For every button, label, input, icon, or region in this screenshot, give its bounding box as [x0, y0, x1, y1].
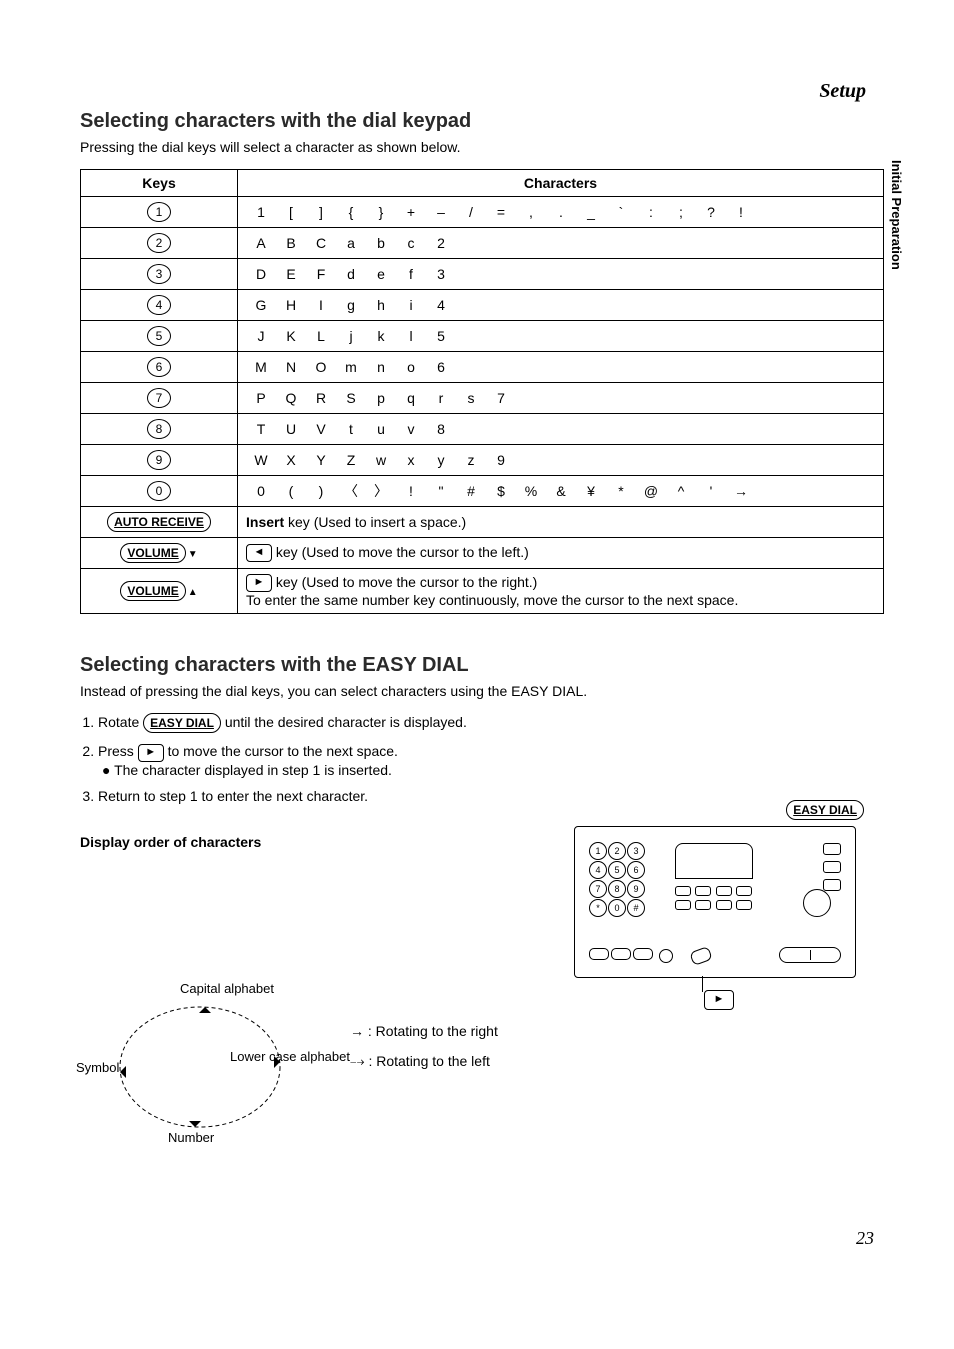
dial-key-icon: 2 — [147, 233, 171, 253]
insert-bold: Insert — [246, 514, 284, 530]
table-row: 7 PQRSpqrs7 — [81, 383, 884, 414]
dial-key-icon: 4 — [147, 295, 171, 315]
button-row-2-icon — [675, 897, 752, 915]
volume-up-key: VOLUME — [120, 581, 185, 601]
vol-up-desc2: To enter the same number key continuousl… — [246, 592, 738, 608]
dial-key-icon: 6 — [147, 357, 171, 377]
char-cell: 0()〈〉!"#$%&¥*@^'→ — [238, 476, 884, 507]
th-keys: Keys — [81, 170, 238, 197]
table-row: 3 DEFdef3 — [81, 259, 884, 290]
keypad-icon: 123 456 789 *0# — [589, 841, 646, 917]
triangle-up-icon — [186, 582, 198, 598]
dial-key-icon: 0 — [147, 481, 171, 501]
row-auto-receive: AUTO RECEIVE Insert key (Used to insert … — [81, 507, 884, 538]
display-order-diagram: Capital alphabet Lower case alphabet Sym… — [80, 982, 500, 1162]
char-cell: JKLjkl5 — [238, 321, 884, 352]
fax-illustration: 123 456 789 *0# — [574, 826, 856, 978]
dial-key-icon: 7 — [147, 388, 171, 408]
table-row: 0 0()〈〉!"#$%&¥*@^'→ — [81, 476, 884, 507]
page-number: 23 — [856, 1228, 874, 1249]
dial-key-icon: 8 — [147, 419, 171, 439]
dial-key-icon: 3 — [147, 264, 171, 284]
easy-dial-knob-icon — [803, 889, 831, 917]
char-cell: DEFdef3 — [238, 259, 884, 290]
label-lower: Lower case alphabet — [230, 1050, 350, 1064]
left-arrow-icon: ◄ — [246, 544, 272, 562]
table-row: 5 JKLjkl5 — [81, 321, 884, 352]
step-3: Return to step 1 to enter the next chara… — [98, 788, 528, 804]
section1-title: Selecting characters with the dial keypa… — [80, 110, 884, 133]
label-capital: Capital alphabet — [180, 982, 274, 996]
long-button-icon — [779, 947, 841, 963]
right-arrow-icon: ► — [246, 574, 272, 592]
table-row: 1 1[]{}+–/=,._`:;?! — [81, 197, 884, 228]
easy-dial-diagram: EASY DIAL 123 456 789 *0# — [574, 800, 864, 1010]
row-volume-up: VOLUME ► key (Used to move the cursor to… — [81, 569, 884, 614]
dial-key-icon: 5 — [147, 326, 171, 346]
bottom-buttons-icon — [589, 947, 673, 965]
step-1: Rotate EASY DIAL until the desired chara… — [98, 713, 528, 733]
dial-key-icon: 1 — [147, 202, 171, 222]
section2-intro: Instead of pressing the dial keys, you c… — [80, 683, 884, 699]
vol-up-desc1: key (Used to move the cursor to the righ… — [272, 574, 537, 590]
row-volume-down: VOLUME ◄ key (Used to move the cursor to… — [81, 538, 884, 569]
char-table: Keys Characters 1 1[]{}+–/=,._`:;?! 2 ABCab… — [80, 169, 884, 614]
step-2: Press ► to move the cursor to the next s… — [98, 743, 528, 777]
play-right-icon: ► — [138, 744, 164, 762]
volume-down-key: VOLUME — [120, 543, 185, 563]
char-cell: WXYZwxyz9 — [238, 445, 884, 476]
leader-line-play — [702, 976, 703, 992]
char-cell: PQRSpqrs7 — [238, 383, 884, 414]
display-screen-icon — [675, 843, 753, 879]
section2-title: Selecting characters with the EASY DIAL — [80, 654, 884, 677]
label-number: Number — [168, 1130, 214, 1145]
dial-key-icon: 9 — [147, 450, 171, 470]
right-buttons-icon — [823, 843, 841, 897]
easy-dial-key: EASY DIAL — [143, 713, 221, 733]
vol-down-desc: key (Used to move the cursor to the left… — [272, 544, 529, 560]
char-cell: GHIghi4 — [238, 290, 884, 321]
char-cell: ABCabc2 — [238, 228, 884, 259]
step2-bullet: ● The character displayed in step 1 is i… — [102, 762, 392, 778]
table-row: 4 GHIghi4 — [81, 290, 884, 321]
play-callout-icon: ► — [704, 990, 734, 1010]
section1-intro: Pressing the dial keys will select a cha… — [80, 139, 884, 155]
steps-list: Rotate EASY DIAL until the desired chara… — [80, 713, 528, 803]
table-row: 8 TUVtuv8 — [81, 414, 884, 445]
table-row: 9 WXYZwxyz9 — [81, 445, 884, 476]
label-symbol: Symbol — [76, 1060, 119, 1075]
setup-header: Setup — [819, 80, 866, 103]
legend: → : Rotating to the right ⤍ : Rotating t… — [350, 1022, 498, 1071]
easy-dial-label: EASY DIAL — [786, 800, 864, 820]
manual-page: Setup Initial Preparation Selecting char… — [0, 0, 954, 1349]
side-tab: Initial Preparation — [889, 160, 904, 270]
char-cell: MNOmno6 — [238, 352, 884, 383]
th-chars: Characters — [238, 170, 884, 197]
insert-rest: key (Used to insert a space.) — [284, 514, 466, 530]
table-row: 6 MNOmno6 — [81, 352, 884, 383]
char-cell: TUVtuv8 — [238, 414, 884, 445]
table-row: 2 ABCabc2 — [81, 228, 884, 259]
auto-receive-key: AUTO RECEIVE — [107, 512, 211, 532]
handset-icon — [689, 946, 713, 966]
triangle-down-icon — [186, 544, 198, 560]
char-cell: 1[]{}+–/=,._`:;?! — [238, 197, 884, 228]
